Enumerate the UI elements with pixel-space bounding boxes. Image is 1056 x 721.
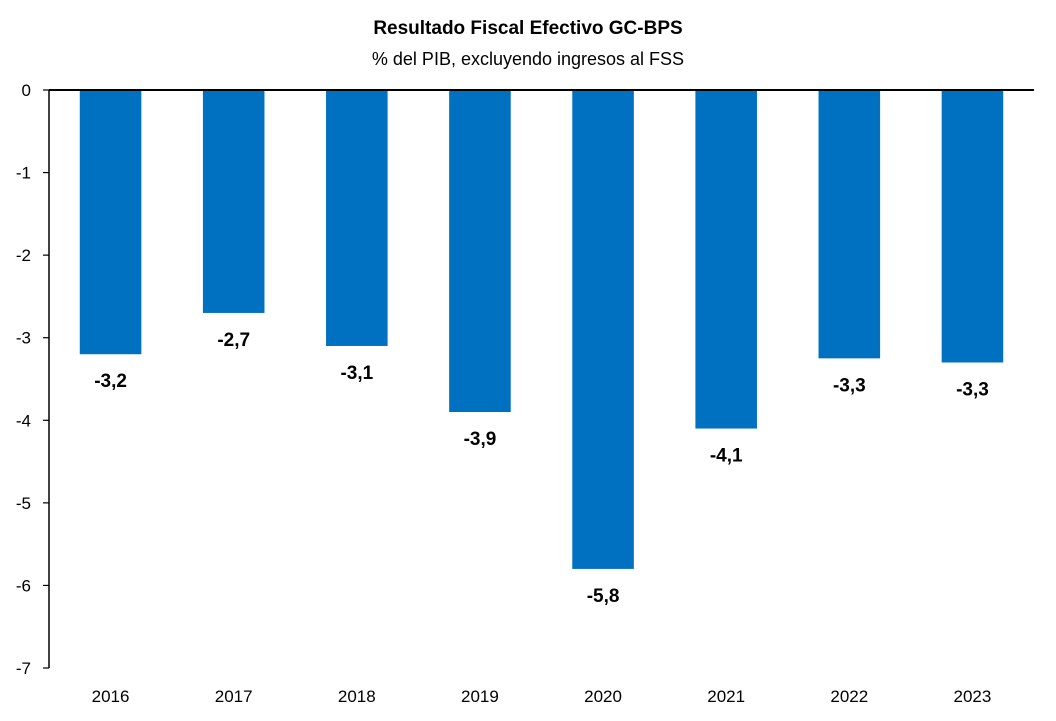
x-tick-label-2021: 2021 (707, 687, 745, 706)
y-tick-label: -6 (16, 576, 31, 595)
data-label-2022: -3,3 (833, 375, 866, 396)
x-axis: 2016 2017 2018 2019 2020 2021 2022 2023 (49, 89, 1034, 706)
data-label-2023: -3,3 (956, 379, 989, 400)
y-axis: 0 -1 -2 -3 -4 -5 -6 -7 (16, 81, 50, 678)
data-label-2021: -4,1 (710, 446, 743, 467)
bar-2018 (326, 90, 388, 346)
x-tick-label-2019: 2019 (461, 687, 499, 706)
y-tick-label: -4 (16, 411, 31, 430)
bar-2016 (79, 90, 142, 355)
bar-2017 (202, 90, 265, 313)
x-tick-label-2022: 2022 (830, 687, 868, 706)
chart-title: Resultado Fiscal Efectivo GC-BPS (373, 18, 683, 39)
chart-subtitle: % del PIB, excluyendo ingresos al FSS (371, 49, 685, 69)
x-tick-label-2017: 2017 (215, 687, 253, 706)
y-tick-label: -5 (16, 494, 31, 513)
y-tick-label: -3 (16, 329, 31, 348)
bar-2021 (695, 90, 757, 429)
y-tick-label: -2 (16, 246, 31, 265)
bar-2020 (572, 90, 634, 569)
x-tick-label-2020: 2020 (584, 687, 622, 706)
x-tick-label-2018: 2018 (338, 687, 376, 706)
data-label-2018: -3,1 (340, 363, 373, 384)
data-label-2019: -3,9 (464, 429, 497, 450)
x-tick-label-2023: 2023 (954, 687, 992, 706)
y-tick-label: -1 (16, 164, 31, 183)
bar-2023 (941, 90, 1004, 363)
bar-2019 (449, 90, 511, 413)
data-label-2017: -2,7 (217, 330, 250, 351)
x-tick-label-2016: 2016 (92, 687, 130, 706)
data-label-2020: -5,8 (587, 586, 620, 607)
bars (79, 90, 1004, 569)
data-labels: -3,2 -2,7 -3,1 -3,9 -5,8 -4,1 -3,3 -3,3 (94, 330, 989, 607)
y-tick-label: -7 (16, 659, 31, 678)
bar-2022 (818, 90, 881, 359)
y-tick-label: 0 (22, 81, 31, 100)
data-label-2016: -3,2 (94, 371, 127, 392)
